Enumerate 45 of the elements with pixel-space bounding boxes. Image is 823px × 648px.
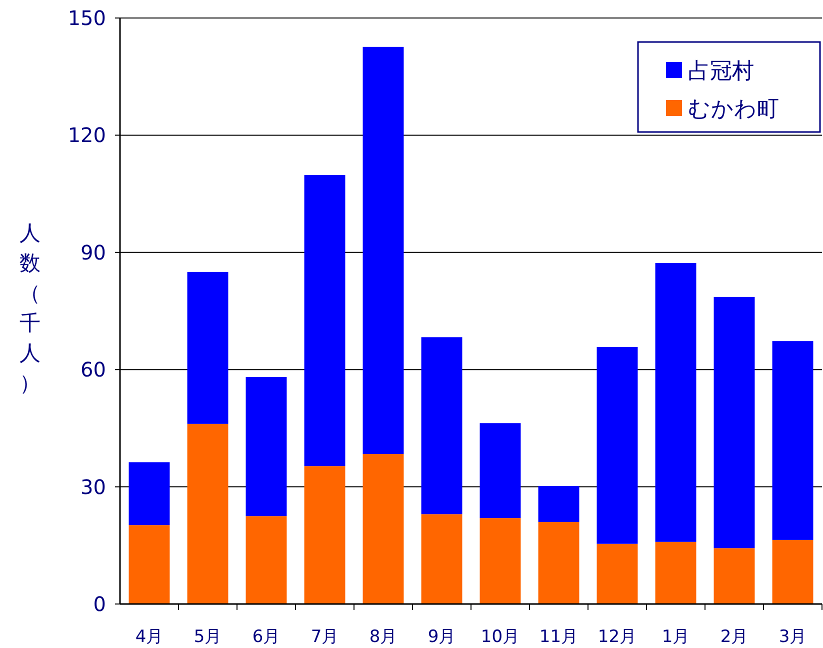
bar xyxy=(304,466,346,604)
x-tick-label: 10月 xyxy=(480,627,520,647)
x-tick-label: 9月 xyxy=(428,627,456,647)
x-tick-label: 3月 xyxy=(778,627,807,647)
bar xyxy=(187,272,228,424)
y-tick-label: 60 xyxy=(80,358,106,382)
x-tick-label: 6月 xyxy=(252,627,280,647)
bar xyxy=(596,346,638,544)
bar xyxy=(538,522,580,604)
bar xyxy=(714,296,755,548)
bar xyxy=(655,542,696,604)
bar xyxy=(596,544,638,604)
bar xyxy=(772,341,814,540)
x-tick-label: 7月 xyxy=(310,627,339,647)
bar xyxy=(362,46,404,454)
x-tick-label: 4月 xyxy=(135,627,164,647)
x-tick-label: 5月 xyxy=(194,627,222,647)
bar xyxy=(421,337,462,514)
y-tick-label: 30 xyxy=(80,474,106,499)
x-tick-label: 8月 xyxy=(369,627,398,647)
legend-label: 占冠村 xyxy=(688,59,754,84)
bar xyxy=(772,540,814,604)
y-tick-label: 0 xyxy=(93,592,106,616)
bar xyxy=(655,262,696,542)
bar xyxy=(714,548,755,604)
bar xyxy=(480,423,521,518)
bar xyxy=(480,518,521,604)
bar xyxy=(538,486,580,522)
bar xyxy=(128,525,170,604)
x-tick-label: 2月 xyxy=(720,627,748,647)
y-tick-label: 90 xyxy=(80,240,106,264)
bar xyxy=(246,377,287,516)
bar xyxy=(187,424,228,604)
bar xyxy=(304,175,346,466)
bar xyxy=(362,454,404,604)
x-tick-label: 12月 xyxy=(598,627,637,647)
legend-label: むかわ町 xyxy=(688,97,779,122)
bar xyxy=(128,462,170,526)
bar xyxy=(421,514,462,604)
y-tick-label: 150 xyxy=(68,6,106,30)
x-tick-label: 1月 xyxy=(662,627,690,647)
bar xyxy=(246,516,287,604)
x-tick-label: 11月 xyxy=(539,627,578,647)
y-axis-title: 人数（千人） xyxy=(20,221,40,395)
y-tick-label: 120 xyxy=(68,123,106,148)
